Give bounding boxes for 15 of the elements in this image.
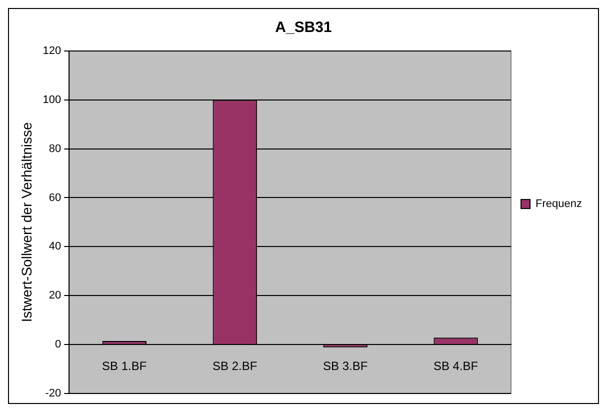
y-tick-label: -20: [45, 387, 62, 400]
legend-label: Frequenz: [536, 198, 582, 210]
y-tick-label: 60: [48, 192, 62, 204]
x-tick-label: SB 4.BF: [433, 359, 478, 373]
y-tick-label: 20: [48, 290, 62, 302]
y-tick-label: 120: [42, 45, 62, 58]
y-axis-title: Istwert-Sollwert der Verhältnisse: [18, 122, 34, 322]
x-tick-label: SB 2.BF: [212, 359, 258, 373]
y-tick-label: 80: [48, 142, 62, 155]
y-tick-label: 40: [48, 240, 62, 253]
y-tick-label: 0: [55, 338, 62, 351]
x-tick-label: SB 3.BF: [322, 359, 368, 373]
y-tick-label: 100: [42, 94, 62, 106]
x-tick-label: SB 1.BF: [102, 359, 147, 373]
chart-title: A_SB31: [275, 19, 332, 36]
